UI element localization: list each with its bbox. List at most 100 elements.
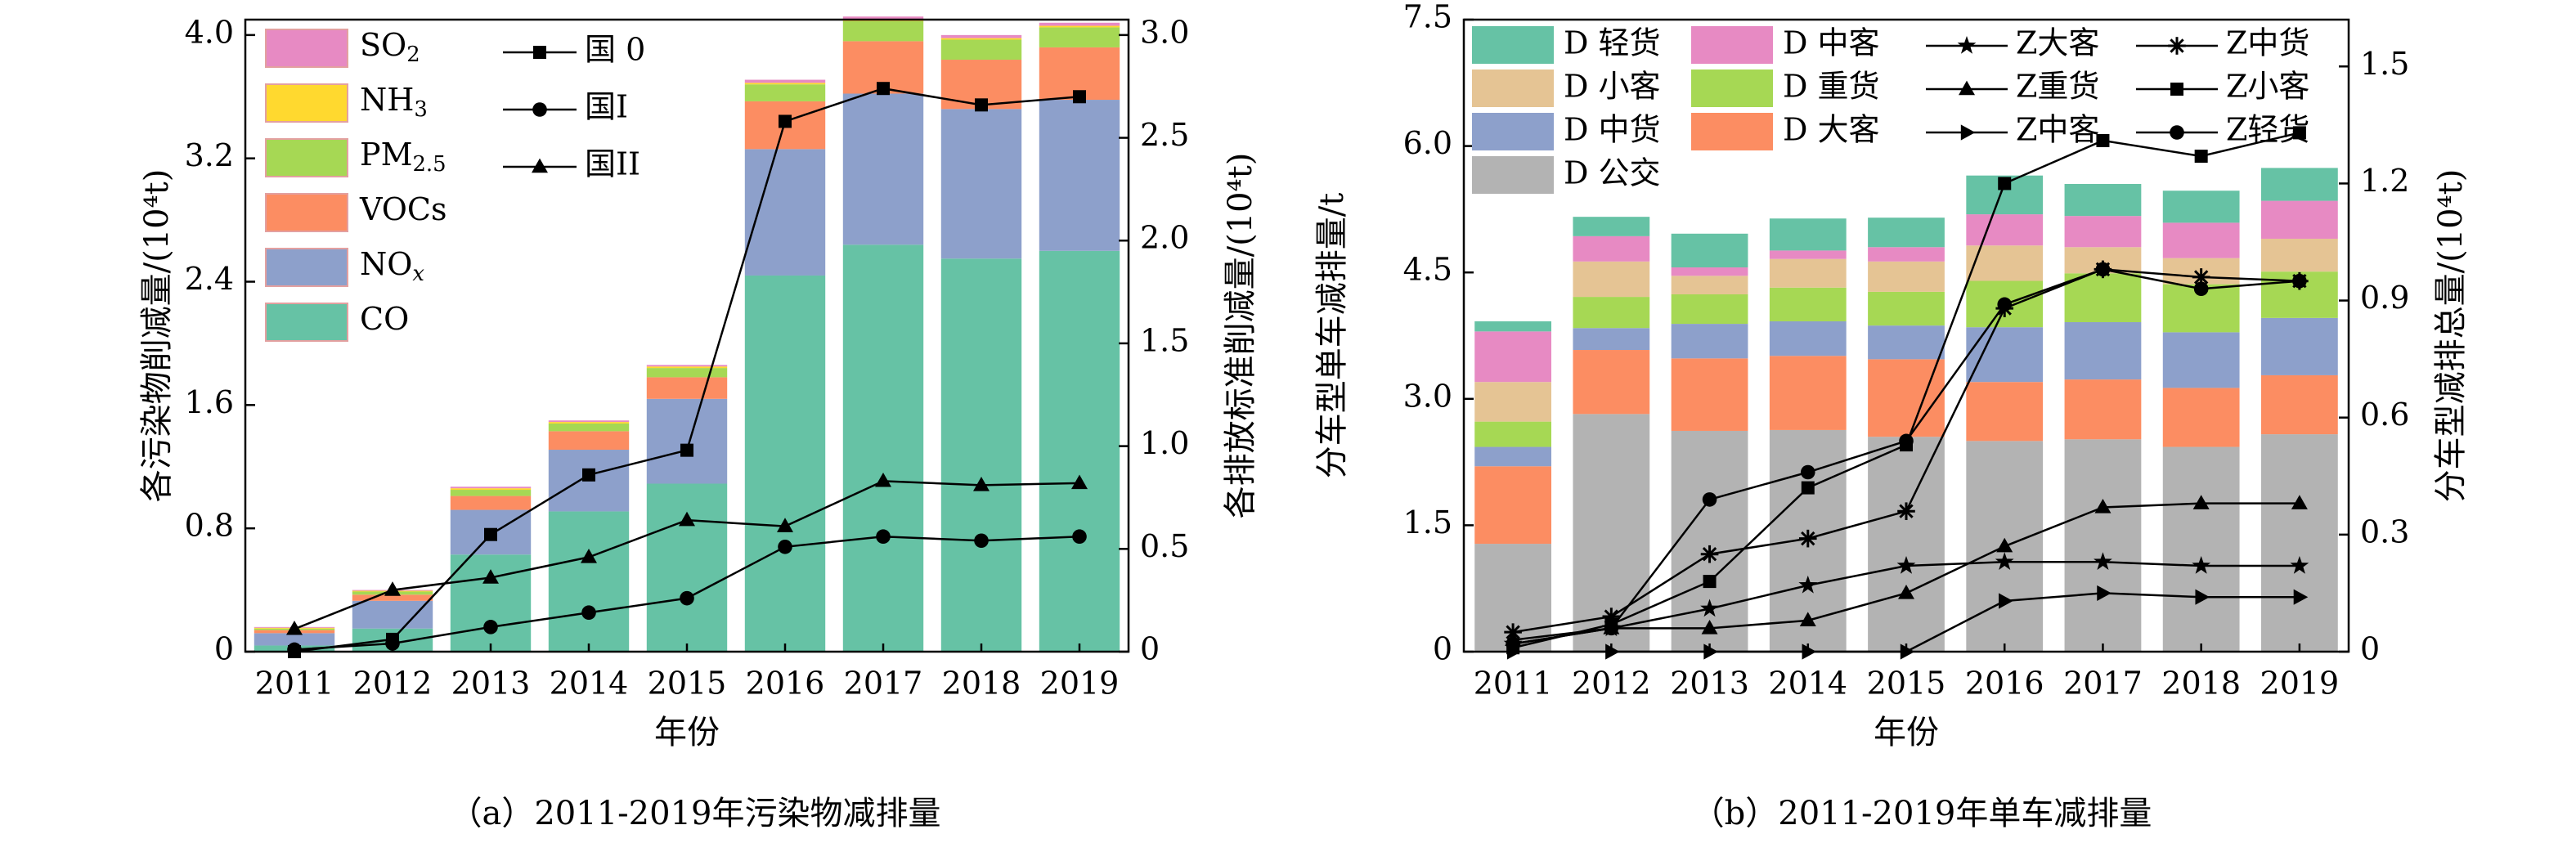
bar-co-2017 [842,244,924,652]
legend-label-no-x: NOx [360,246,424,287]
x-tick-label-2011: 2011 [1474,666,1553,702]
legend-line-label-国i: 国I [585,89,628,125]
bar-vocs-2015 [646,377,728,399]
point-国i-2012 [385,636,400,651]
bar-d-中货-2013 [1671,324,1748,359]
bar-no-x-2011 [254,633,335,646]
point-z中客-2018 [2195,589,2210,605]
legend-swatch-co [265,303,348,342]
y-tick-label: 1.6 [185,384,234,420]
point-z重货-2015 [1898,585,1914,599]
bar-d-中客-2014 [1769,250,1847,259]
bar-d-轻货-2015 [1868,217,1945,248]
bar-d-大客-2017 [2064,379,2142,440]
bar-d-小客-2016 [1966,245,2044,281]
bar-co-2016 [744,275,826,652]
point-z小客-2013 [1703,575,1717,589]
x-axis-label: 年份 [654,714,720,751]
bar-pm-2-5-2016 [744,84,826,101]
legend-bars-b: D 轻货 D 小客 D 中货 D 公交 D 中客 D 重货 D 大客 [1472,25,1880,194]
bar-so-2-2018 [940,34,1022,38]
y2-tick-label: 1.5 [1140,322,1189,358]
x-tick-label-2013: 2013 [451,666,531,702]
point-国ii-2017 [875,472,891,487]
y2-tick-label: 0.5 [1140,528,1189,564]
point-z轻货-2018 [2193,281,2209,297]
point-国i-2013 [483,620,498,634]
point-国i-2014 [581,605,596,621]
y-axis-label: 分车型单车减排量/t [1313,193,1351,479]
bar-co-2014 [548,511,630,652]
point-z轻货-2019 [2292,273,2307,289]
point-国ii-2018 [973,476,990,491]
legend-swatch-nh-3 [265,83,348,123]
bar-nh-3-2015 [646,366,728,369]
legend-swatch-pm-2-5 [265,138,348,177]
bar-d-公交-2013 [1671,430,1748,652]
y-tick-label: 0 [214,631,234,667]
legend-marker-z小客 [2170,83,2183,96]
bar-d-中客-2015 [1868,247,1945,262]
legend-line-label-z轻货: Z轻货 [2226,112,2309,148]
point-z轻货-2017 [2095,262,2111,277]
point-z重货-2019 [2291,495,2308,509]
x-tick-label-2019: 2019 [1040,666,1120,702]
legend-label-nh-3: NH3 [360,82,428,123]
point-z中货-2013 [1700,545,1719,563]
bar-d-中客-2018 [2162,222,2240,258]
bar-d-轻货-2017 [2064,183,2142,217]
point-z小客-2018 [2194,150,2208,164]
bar-pm-2-5-2018 [940,39,1022,61]
bar-vocs-2014 [548,431,630,451]
bar-d-中货-2012 [1573,328,1650,351]
bar-d-公交-2017 [2064,439,2142,652]
bar-d-中客-2016 [1966,214,2044,246]
y-tick-label: 0 [1433,631,1452,667]
bar-d-中客-2017 [2064,216,2142,248]
point-z中货-2011 [1504,623,1522,641]
y2-tick-label: 1.0 [1140,425,1189,461]
bar-d-小客-2013 [1671,276,1748,294]
chart-a: 0 0.8 1.6 2.4 3.2 4.0 0 0.5 1.0 1.5 2.0 2.5 3.0 2011 2… [138,14,1259,751]
legend-swatch-vocs [265,193,348,232]
x-tick-label-2017: 2017 [2063,666,2143,702]
bar-d-轻货-2014 [1769,218,1847,251]
legend-label-d-重货: D 重货 [1783,69,1880,105]
bar-co-2015 [646,483,728,652]
point-国-0-2018 [975,98,988,112]
bar-so-2-2014 [548,420,630,423]
bar-d-重货-2012 [1573,297,1650,329]
bar-nh-3-2013 [450,488,532,491]
legend-label-vocs: VOCs [359,191,447,227]
x-tick-label-2012: 2012 [353,666,433,702]
bar-d-小客-2012 [1573,261,1650,298]
x-tick-label-2018: 2018 [942,666,1021,702]
x-tick-label-2019: 2019 [2260,666,2340,702]
y-tick-label: 0.8 [185,508,234,544]
legend-marker-z中客 [1960,124,1976,141]
legend-swatch-d-公交 [1472,156,1554,194]
legend-marker-z中货 [2168,37,2186,55]
x-tick-label-2015: 2015 [1867,666,1946,702]
legend-marker-z大客 [1957,36,1977,54]
bar-d-轻货-2018 [2162,191,2240,223]
bar-pm-2-5-2017 [842,20,924,42]
bar-d-大客-2019 [2261,374,2338,435]
legend-line-label-国ii: 国II [585,146,640,182]
point-国ii-2016 [777,518,793,532]
bar-no-x-2017 [842,93,924,245]
point-z大客-2014 [1798,575,1818,594]
legend-swatch-d-重货 [1691,70,1773,107]
bar-d-公交-2018 [2162,446,2240,652]
bar-d-小客-2014 [1769,258,1847,288]
bar-nh-3-2018 [940,38,1022,40]
bar-co-2018 [940,258,1022,652]
bar-d-大客-2014 [1769,356,1847,430]
legend-label-pm-2-5: PM2.5 [360,137,447,177]
x-tick-label-2014: 2014 [550,666,629,702]
point-国ii-2015 [679,511,695,527]
legend-lines-b: Z大客 Z重货 Z中客 Z中货 Z小客 Z轻货 [1926,25,2309,148]
legend-swatch-d-大客 [1691,113,1773,150]
bar-no-x-2012 [352,600,433,629]
y-tick-label: 4.0 [185,14,234,50]
